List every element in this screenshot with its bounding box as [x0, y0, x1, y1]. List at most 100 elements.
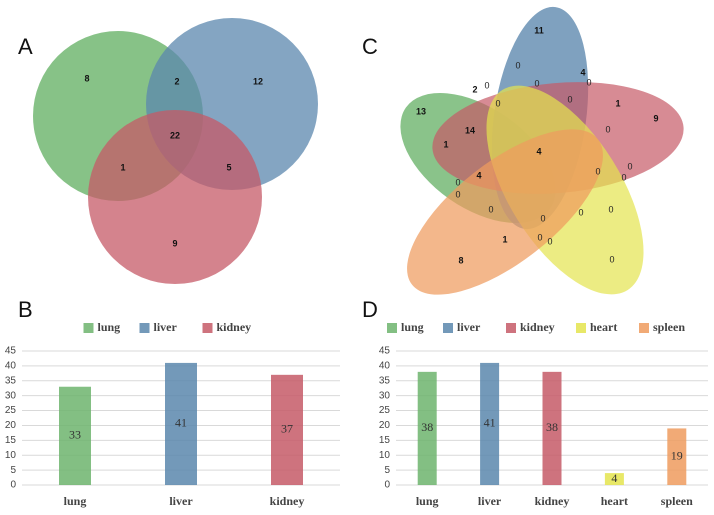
- venn5-region-label: 0: [586, 77, 591, 87]
- y-tick-label: 40: [379, 361, 391, 372]
- y-tick-label: 5: [384, 465, 390, 476]
- venn5-region-label: 1: [615, 98, 620, 108]
- venn5-region-label: 2: [472, 84, 477, 94]
- venn5-region-label: 0: [540, 213, 545, 223]
- y-tick-label: 0: [10, 480, 16, 491]
- legend-label-liver: liver: [154, 320, 178, 334]
- x-tick-label: kidney: [535, 494, 570, 508]
- legend-swatch-liver: [139, 323, 150, 333]
- legend-label-spleen: spleen: [653, 320, 685, 334]
- venn5-region-label: 0: [484, 80, 489, 90]
- legend-label-lung: lung: [401, 320, 424, 334]
- venn5-region-label: 0: [495, 98, 500, 108]
- venn5-region-label: 0: [537, 232, 542, 242]
- x-tick-label: lung: [64, 494, 87, 508]
- legend-swatch-heart: [576, 323, 586, 333]
- bar-heart: [604, 473, 624, 485]
- legend-label-kidney: kidney: [520, 320, 555, 334]
- y-tick-label: 0: [384, 480, 390, 491]
- venn5-region-label: 0: [608, 204, 613, 214]
- bar-value-label: 33: [69, 428, 81, 442]
- venn3-circle-kidney: [88, 110, 262, 284]
- venn5-region-label: 0: [567, 94, 572, 104]
- bar-lung: [59, 386, 91, 485]
- y-tick-label: 45: [379, 346, 391, 357]
- venn5-region-label: 11: [534, 25, 544, 35]
- x-tick-label: spleen: [661, 494, 693, 508]
- legend-swatch-lung: [387, 323, 397, 333]
- y-tick-label: 35: [5, 375, 17, 386]
- y-tick-label: 30: [5, 390, 17, 401]
- venn5-region-label: 0: [488, 204, 493, 214]
- legend-label-lung: lung: [98, 320, 121, 334]
- y-tick-label: 15: [5, 435, 17, 446]
- legend-label-heart: heart: [590, 320, 617, 334]
- legend-swatch-lung: [83, 323, 94, 333]
- venn5-region-label: 0: [515, 60, 520, 70]
- panel-label-d: D: [362, 297, 378, 322]
- bar-value-label: 41: [175, 416, 187, 430]
- bar-liver: [480, 362, 500, 485]
- legend-swatch-kidney: [202, 323, 213, 333]
- bar-liver: [165, 362, 197, 485]
- venn3-region-liver-kidney: 5: [226, 162, 231, 172]
- bar-value-label: 19: [671, 448, 683, 462]
- x-tick-label: kidney: [270, 494, 305, 508]
- y-tick-label: 10: [5, 450, 17, 461]
- x-tick-label: liver: [478, 494, 502, 508]
- y-tick-label: 5: [10, 465, 16, 476]
- venn5-region-label: 0: [534, 78, 539, 88]
- bar-kidney: [271, 374, 303, 485]
- bar-chart-d: 0 5 10 15 20 25 30 35 40 45 38 lung 41 liver 38 kidney 4…: [379, 320, 708, 508]
- y-tick-label: 20: [379, 420, 391, 431]
- venn3-region-liver-only: 12: [253, 76, 263, 86]
- y-tick-label: 10: [379, 450, 391, 461]
- bar-value-label: 4: [611, 471, 617, 485]
- venn3-region-kidney-only: 9: [172, 238, 177, 248]
- y-tick-label: 45: [5, 346, 17, 357]
- venn5-ellipse-spleen: [407, 129, 603, 295]
- venn5-region-label: 0: [627, 161, 632, 171]
- venn5-region-label: 4: [580, 67, 585, 77]
- panel-label-b: B: [18, 297, 33, 322]
- venn5-region-label: 0: [621, 172, 626, 182]
- bar-lung: [417, 371, 437, 485]
- y-tick-label: 40: [5, 361, 17, 372]
- venn5-region-label: 1: [443, 139, 448, 149]
- x-tick-label: liver: [169, 494, 193, 508]
- bar-value-label: 38: [421, 420, 433, 434]
- venn3-region-lung-only: 8: [84, 73, 89, 83]
- legend-label-liver: liver: [457, 320, 481, 334]
- legend-swatch-spleen: [639, 323, 649, 333]
- y-tick-label: 25: [379, 405, 391, 416]
- venn5-region-label: 0: [578, 207, 583, 217]
- bar-value-label: 38: [546, 420, 558, 434]
- venn5-region-label: 14: [465, 125, 475, 135]
- bar-value-label: 41: [484, 416, 496, 430]
- venn5-region-label: 0: [595, 166, 600, 176]
- panel-label-c: C: [362, 34, 378, 59]
- y-tick-label: 25: [5, 405, 17, 416]
- x-tick-label: heart: [601, 494, 628, 508]
- venn3-region-all: 22: [170, 130, 180, 140]
- venn5-region-label: 9: [653, 113, 658, 123]
- venn5-region-label: 0: [455, 189, 460, 199]
- bar-value-label: 37: [281, 422, 293, 436]
- venn5-region-label: 0: [547, 236, 552, 246]
- venn5-region-label: 0: [609, 254, 614, 264]
- bar-kidney: [542, 371, 562, 485]
- legend-swatch-kidney: [506, 323, 516, 333]
- venn5-region-label: 13: [416, 106, 426, 116]
- y-tick-label: 15: [379, 435, 391, 446]
- venn3-panel: A 8 12 9 2 1 5 22: [18, 18, 318, 284]
- venn5-region-label: 0: [455, 177, 460, 187]
- venn5-region-label: 4: [536, 146, 541, 156]
- y-tick-label: 35: [379, 375, 391, 386]
- legend-swatch-liver: [443, 323, 453, 333]
- venn3-region-lung-liver: 2: [174, 76, 179, 86]
- y-tick-label: 30: [379, 390, 391, 401]
- legend-label-kidney: kidney: [217, 320, 252, 334]
- venn5-region-label: 4: [476, 170, 481, 180]
- x-tick-label: lung: [416, 494, 439, 508]
